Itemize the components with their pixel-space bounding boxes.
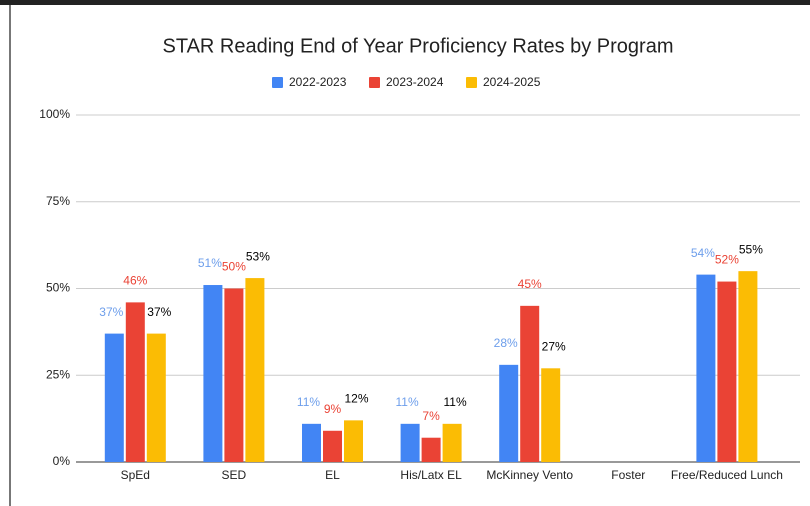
x-tick-label: Free/Reduced Lunch	[671, 468, 783, 482]
data-label: 50%	[222, 260, 246, 274]
x-tick-label: McKinney Vento	[486, 468, 573, 482]
x-tick-label: His/Latx EL	[400, 468, 462, 482]
y-tick-label: 50%	[46, 281, 70, 295]
bar	[104, 333, 124, 462]
bar	[717, 281, 737, 462]
data-label: 28%	[494, 336, 518, 350]
data-label: 53%	[246, 249, 270, 263]
bar	[520, 305, 540, 462]
legend-swatch	[272, 77, 283, 88]
y-tick-label: 0%	[53, 454, 71, 468]
bar	[245, 278, 265, 462]
data-label: 11%	[297, 395, 320, 409]
legend-label: 2022-2023	[289, 75, 347, 89]
x-tick-label: SED	[222, 468, 247, 482]
data-label: 51%	[198, 256, 222, 270]
bar	[421, 437, 441, 462]
data-label: 37%	[147, 305, 171, 319]
x-tick-label: SpEd	[121, 468, 150, 482]
data-label: 52%	[715, 253, 739, 267]
top-border	[0, 0, 810, 5]
x-tick-label: EL	[325, 468, 340, 482]
chart-title: STAR Reading End of Year Proficiency Rat…	[163, 35, 674, 57]
y-tick-label: 75%	[46, 194, 70, 208]
bar	[146, 333, 166, 462]
data-label: 11%	[396, 395, 419, 409]
data-label: 54%	[691, 246, 715, 260]
y-tick-label: 25%	[46, 367, 70, 381]
data-label: 37%	[99, 305, 123, 319]
legend-swatch	[369, 77, 380, 88]
legend-swatch	[466, 77, 477, 88]
bar	[323, 430, 342, 462]
data-label: 55%	[739, 242, 763, 256]
data-label: 7%	[422, 409, 440, 423]
bar	[541, 368, 561, 462]
bar	[442, 423, 462, 462]
data-label: 27%	[542, 339, 566, 353]
left-border	[9, 5, 11, 506]
y-tick-label: 100%	[39, 107, 70, 121]
bar	[203, 285, 223, 462]
x-tick-label: Foster	[611, 468, 645, 482]
data-label: 45%	[518, 277, 542, 291]
bar	[696, 274, 716, 462]
bar	[302, 423, 321, 462]
legend-label: 2024-2025	[483, 75, 541, 89]
bar	[125, 302, 145, 462]
data-label: 9%	[324, 402, 342, 416]
bar	[738, 271, 758, 462]
bar	[499, 364, 519, 462]
bar	[400, 423, 420, 462]
data-label: 12%	[344, 392, 368, 406]
legend-label: 2023-2024	[386, 75, 444, 89]
bar	[224, 288, 244, 462]
bar	[344, 420, 363, 462]
data-label: 46%	[123, 274, 147, 288]
data-label: 11%	[444, 395, 467, 409]
